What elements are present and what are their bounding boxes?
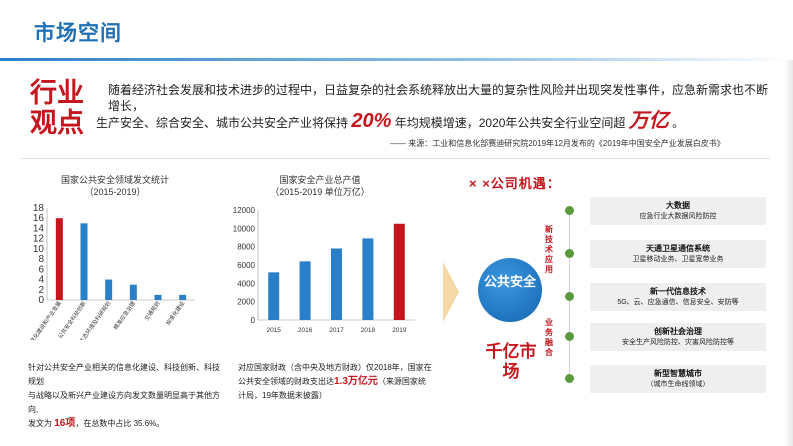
trillion-highlight: 万亿 xyxy=(628,110,669,132)
x-tick-label: 2019 xyxy=(392,327,407,334)
card-title: 天通卫星通信系统 xyxy=(646,244,710,253)
x-tick-label: 2016 xyxy=(298,327,313,334)
bar xyxy=(179,294,187,300)
doc-count-highlight: 16项 xyxy=(54,418,76,429)
y-tick-label: 0 xyxy=(251,316,256,325)
fiscal-amount-highlight: 1.3万亿元 xyxy=(334,376,378,387)
section-divider xyxy=(20,158,770,159)
x-tick-label: 标准化建设 xyxy=(164,299,187,327)
opportunity-title: × ×公司机遇： xyxy=(469,176,561,191)
bar xyxy=(154,294,162,300)
doc-count-chart: 024681012141618信息化建设和产业发展公共安全科技创新生态环境及科研… xyxy=(25,203,195,340)
y-tick-label: 14 xyxy=(33,223,45,234)
card-title: 大数据 xyxy=(666,201,690,210)
y-tick-label: 12 xyxy=(33,234,45,245)
card-subtitle: 应急行业大数据风险防控 xyxy=(639,213,717,220)
card-title: 创新社会治理 xyxy=(654,327,702,336)
bullet-dot-icon xyxy=(565,374,574,383)
bar xyxy=(80,223,88,300)
right-note-line2: 公共安全领域的财政支出达1.3万亿元（来源国家统 xyxy=(238,375,438,389)
y-tick-label: 8 xyxy=(38,254,44,265)
right-note-line2-a: 公共安全领域的财政支出达 xyxy=(238,377,334,386)
business-integration-label: 业务融合 xyxy=(545,318,553,357)
y-tick-label: 4 xyxy=(38,275,44,286)
bullet-dot-icon xyxy=(565,249,574,258)
opportunity-card-governance: 创新社会治理 安全生产风险防控、灾害风险防控等 xyxy=(590,323,766,351)
left-note-line2: 与战略以及新兴产业建设方向发文数量明显高于其他方向, xyxy=(28,391,220,414)
right-edge-shadow xyxy=(783,60,793,446)
market-label: 千亿市场 xyxy=(485,342,537,381)
x-tick-label: 信息化建设和产业发展 xyxy=(25,299,63,340)
x-tick-label: 精准应急治理 xyxy=(111,299,137,331)
right-chart-title-line1: 国家安全产业总产值 xyxy=(279,175,361,185)
bar xyxy=(129,284,137,300)
y-tick-label: 2000 xyxy=(237,298,255,307)
y-tick-label: 8000 xyxy=(237,243,255,252)
bar xyxy=(105,279,113,300)
arrow-icon xyxy=(443,262,459,322)
bar xyxy=(331,248,342,320)
industry-view-label: 行业观点 xyxy=(30,78,84,138)
card-subtitle: 5G、云、应急通信、信息安全、安防等 xyxy=(617,299,739,306)
tech-application-label: 新技术应用 xyxy=(545,225,553,274)
line2-text-end: 。 xyxy=(672,116,685,130)
right-chart-title-line2: （2015-2019 单位万亿） xyxy=(270,187,370,197)
industry-paragraph-line1: 随着经济社会发展和技术进步的过程中，日益复杂的社会系统释放出大量的复杂性风险并出… xyxy=(108,83,769,113)
opportunity-card-satellite: 天通卫星通信系统 卫星移动业务、卫星宽带业务 xyxy=(590,240,766,268)
bar xyxy=(299,261,311,320)
left-chart-title-line1: 国家公共安全领域发文统计 xyxy=(60,175,169,185)
opportunity-card-smart-city: 新型智慧城市 （城市生命线领域） xyxy=(590,365,766,393)
y-tick-label: 18 xyxy=(33,203,45,214)
line2-text-a: 生产安全、综合安全、城市公共安全产业将保持 xyxy=(96,116,349,130)
left-chart-title: 国家公共安全领域发文统计 （2015-2019） xyxy=(40,174,190,198)
page-title: 市场空间 xyxy=(34,22,122,45)
left-chart-note: 针对公共安全产业相关的信息化建设、科技创新、科技规划 与战略以及新兴产业建设方向… xyxy=(28,361,223,431)
public-safety-hub: 公共安全 xyxy=(478,258,542,322)
x-tick-label: 2018 xyxy=(361,327,376,334)
source-note: —— 来源：工业和信息化部赛迪研究院2019年12月发布的《2019年中国安全产… xyxy=(390,139,725,148)
y-tick-label: 10000 xyxy=(233,224,256,233)
right-note-line2-b: （来源国家统 xyxy=(377,377,426,386)
opportunity-card-it: 新一代信息技术 5G、云、应急通信、信息安全、安防等 xyxy=(590,283,766,311)
y-tick-label: 16 xyxy=(33,213,45,224)
industry-paragraph-line2: 生产安全、综合安全、城市公共安全产业将保持 20% 年均规模增速，2020年公共… xyxy=(96,111,756,133)
left-note-line3-a: 发文为 xyxy=(28,419,52,428)
title-underline xyxy=(0,58,793,61)
x-tick-label: 2015 xyxy=(266,327,281,334)
card-title: 新型智慧城市 xyxy=(654,369,702,378)
x-tick-label: 交通规则 xyxy=(142,300,161,323)
card-subtitle: 卫星移动业务、卫星宽带业务 xyxy=(632,256,724,263)
bar xyxy=(55,218,63,300)
card-subtitle: 安全生产风险防控、灾害风险防控等 xyxy=(622,339,734,346)
bullet-dot-icon xyxy=(565,206,574,215)
left-note-line1: 针对公共安全产业相关的信息化建设、科技创新、科技规划 xyxy=(28,363,220,386)
bullet-dot-icon xyxy=(565,292,574,301)
left-chart-title-line2: （2015-2019） xyxy=(84,187,146,197)
left-note-line3-b: ，在总数中占比 35.6%。 xyxy=(75,419,165,428)
card-title: 新一代信息技术 xyxy=(650,287,706,296)
growth-rate-highlight: 20% xyxy=(351,110,392,132)
bullet-dot-icon xyxy=(565,332,574,341)
y-tick-label: 6000 xyxy=(237,261,255,270)
line2-text-b: 年均规模增速，2020年公共安全行业空间超 xyxy=(394,116,626,130)
bar xyxy=(362,238,374,320)
right-note-line3: 计局，19年数据未披露） xyxy=(238,391,327,400)
right-note-line1: 对应国家财政（含中央及地方财政）仅2018年，国家在 xyxy=(238,363,432,372)
y-tick-label: 10 xyxy=(33,244,45,255)
industry-output-chart: 0 2000 4000 6000 8000 10000 12000 2015 2016 2017 2… xyxy=(233,206,415,334)
y-tick-label: 2 xyxy=(38,285,44,296)
y-tick-label: 6 xyxy=(38,264,44,275)
bar xyxy=(268,272,280,320)
y-tick-label: 4000 xyxy=(237,279,255,288)
opportunity-card-big-data: 大数据 应急行业大数据风险防控 xyxy=(590,197,766,225)
y-tick-label: 0 xyxy=(38,295,44,306)
right-chart-title: 国家安全产业总产值 （2015-2019 单位万亿） xyxy=(255,174,385,198)
right-chart-note: 对应国家财政（含中央及地方财政）仅2018年，国家在 公共安全领域的财政支出达1… xyxy=(238,361,438,403)
y-tick-label: 12000 xyxy=(233,206,256,215)
x-tick-label: 2017 xyxy=(329,327,344,334)
title-bar xyxy=(0,0,793,62)
bar xyxy=(393,223,405,320)
left-note-line3: 发文为 16项，在总数中占比 35.6%。 xyxy=(28,417,223,431)
card-subtitle: （城市生命线领域） xyxy=(646,381,710,388)
